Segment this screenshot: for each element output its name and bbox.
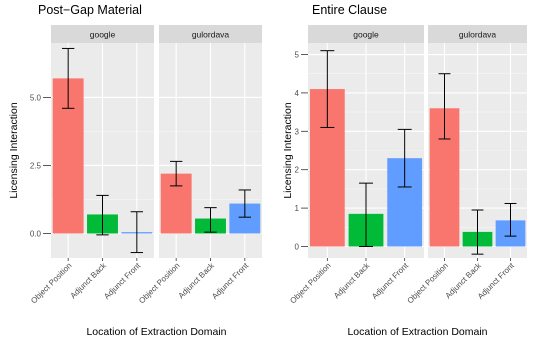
y-tick-label: 5.0 [30,93,42,102]
x-tick-label: Object Position [29,261,73,305]
x-tick-label: Adjunct Front [210,261,251,302]
y-axis-label: Licensing Interaction [282,102,294,198]
facet-strip-label: google [90,30,116,40]
facet-strip-label: gulordava [459,30,497,40]
x-tick-label: Object Position [137,261,181,305]
y-axis-label: Licensing Interaction [8,102,20,198]
chart-title: Post−Gap Material [38,3,142,17]
chart-title: Entire Clause [312,3,387,17]
y-tick-label: 2 [295,166,300,175]
facet-strip [428,25,527,43]
x-tick-label: Adjunct Front [370,261,411,302]
facet-strip [159,25,262,43]
x-tick-label: Object Position [405,261,449,305]
chart-2: Entire Clause Licensing Interaction Locati… [282,3,527,338]
facet-strip [308,25,424,43]
x-tick-label: Adjunct Back [332,260,372,300]
y-tick-label: 0 [295,242,300,251]
facet-strip-label: gulordava [192,30,230,40]
y-tick-label: 5 [295,51,300,60]
y-tick-label: 4 [295,89,300,98]
y-tick-label: 3 [295,127,300,136]
x-axis-label: Location of Extraction Domain [86,326,226,338]
facet-strip [51,25,154,43]
y-tick-label: 2.5 [30,161,42,170]
y-tick-label: 0.0 [30,230,42,239]
x-tick-label: Adjunct Front [102,261,143,302]
facet-strip-label: google [353,30,379,40]
y-tick-label: 1 [295,204,300,213]
x-tick-label: Object Position [288,261,332,305]
chart-1: Post−Gap Material Licensing Interaction Lo… [8,3,262,338]
x-axis-label: Location of Extraction Domain [347,326,487,338]
